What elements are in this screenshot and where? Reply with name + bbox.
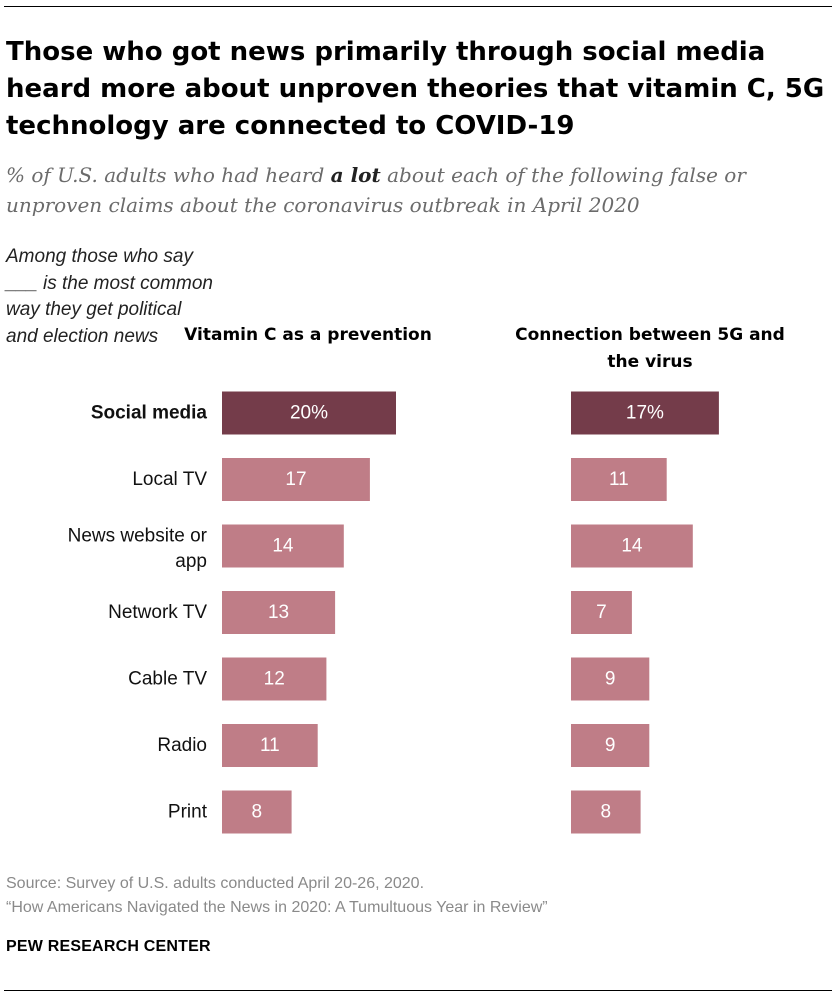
value-label-5g-radio: 9 xyxy=(605,735,616,756)
value-label-5g-local-tv: 11 xyxy=(609,469,629,490)
value-label-vitamin-c-radio: 11 xyxy=(260,735,280,756)
bar-5g-cable-tv xyxy=(571,657,650,701)
category-label-social-media: Social media xyxy=(91,403,208,424)
bar-vitamin-c-radio xyxy=(222,724,318,767)
top-rule xyxy=(4,6,832,7)
value-label-5g-print: 8 xyxy=(601,802,612,823)
report-title: “How Americans Navigated the News in 202… xyxy=(6,899,548,916)
publisher-brand: PEW RESEARCH CENTER xyxy=(6,938,211,955)
bar-5g-print xyxy=(571,790,641,834)
value-label-vitamin-c-news-website-or-app: 14 xyxy=(272,536,294,557)
value-label-vitamin-c-cable-tv: 12 xyxy=(264,669,285,690)
footer: Source: Survey of U.S. adults conducted … xyxy=(6,872,826,920)
bar-5g-news-website-or-app xyxy=(571,524,693,568)
value-label-vitamin-c-local-tv: 17 xyxy=(285,469,306,490)
value-label-5g-network-tv: 7 xyxy=(596,602,607,623)
bar-chart: Social media 20% 17% Local TV 17 11 News websi… xyxy=(68,391,719,834)
bottom-rule xyxy=(4,990,832,991)
value-label-5g-social-media: 17% xyxy=(626,403,664,424)
bar-vitamin-c-network-tv xyxy=(222,591,336,634)
category-label-cable-tv: Cable TV xyxy=(128,669,207,690)
value-label-vitamin-c-network-tv: 13 xyxy=(268,602,289,623)
bar-5g-radio xyxy=(571,724,650,767)
bar-vitamin-c-news-website-or-app xyxy=(222,524,344,568)
bar-vitamin-c-local-tv xyxy=(222,458,370,501)
category-label-local-tv: Local TV xyxy=(132,469,207,490)
bar-vitamin-c-print xyxy=(222,790,292,834)
bar-vitamin-c-cable-tv xyxy=(222,657,327,701)
value-label-5g-news-website-or-app: 14 xyxy=(621,536,643,557)
subtitle-emphasis: a lot xyxy=(330,163,381,187)
column-header-vitamin-c: Vitamin C as a prevention xyxy=(184,325,432,345)
column-header-5g: Connection between 5G and the virus xyxy=(515,325,785,372)
bar-5g-network-tv xyxy=(571,591,632,634)
bar-5g-local-tv xyxy=(571,458,667,501)
chart-title: Those who got news primarily through soc… xyxy=(6,37,825,141)
subtitle-text-before: % of U.S. adults who had heard xyxy=(6,163,331,187)
category-label-network-tv: Network TV xyxy=(108,602,207,623)
category-label-news-website-or-app: News website or app xyxy=(68,525,208,572)
row-header-note: Among those who say ___ is the most comm… xyxy=(6,246,213,347)
category-label-print: Print xyxy=(168,802,208,823)
subtitle-text-after: about each of the following false or unp… xyxy=(6,163,746,217)
value-label-5g-cable-tv: 9 xyxy=(605,669,616,690)
value-label-vitamin-c-print: 8 xyxy=(252,802,263,823)
bar-5g-social-media xyxy=(571,391,719,435)
bar-vitamin-c-social-media xyxy=(222,391,396,435)
chart-subtitle: % of U.S. adults who had heard a lot abo… xyxy=(6,160,826,220)
value-label-vitamin-c-social-media: 20% xyxy=(290,403,328,424)
source-note: Source: Survey of U.S. adults conducted … xyxy=(6,875,425,892)
category-label-radio: Radio xyxy=(157,735,207,756)
